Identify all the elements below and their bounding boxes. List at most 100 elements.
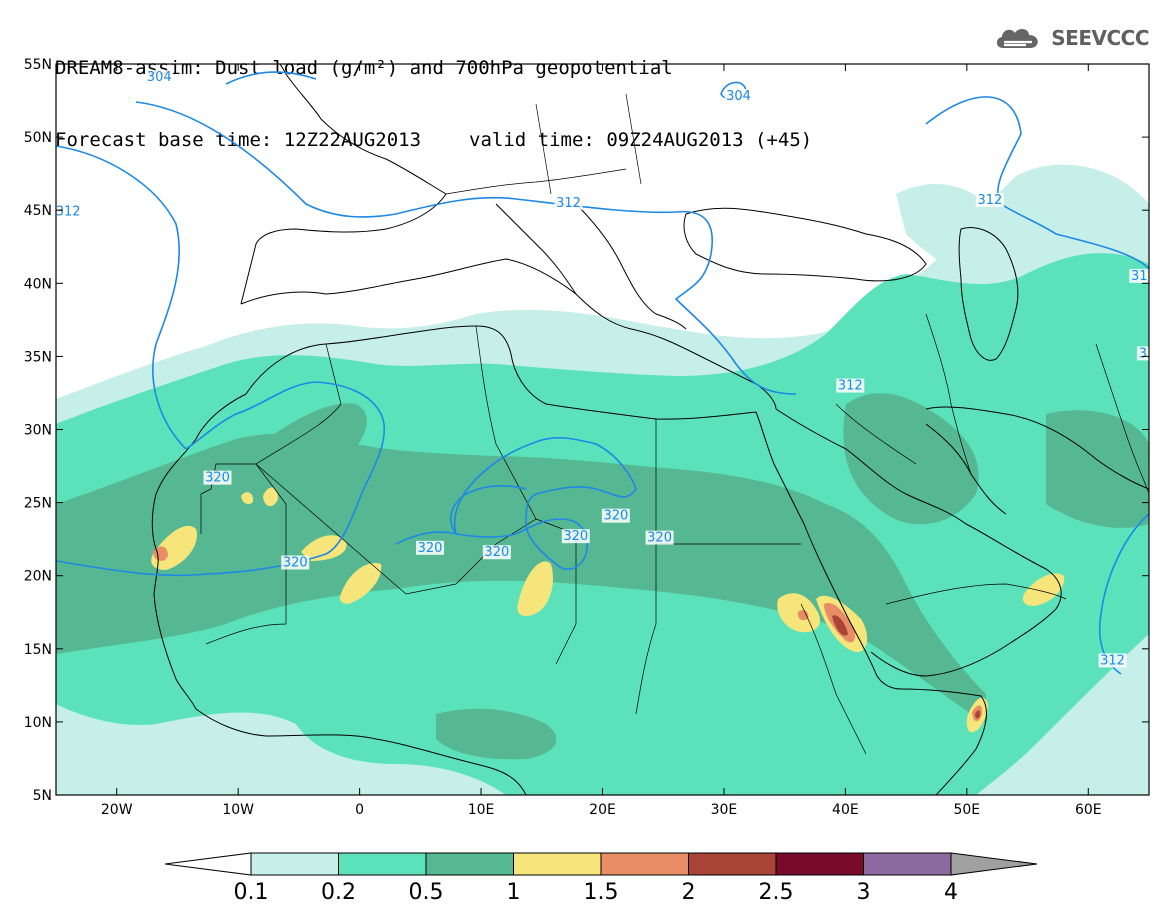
- border-europe-3: [625, 93, 642, 185]
- coast-france-uk: [279, 64, 447, 195]
- logo-text: SEEVCCC: [1051, 26, 1149, 50]
- contour-label-text: 320: [283, 555, 308, 570]
- coast-red-sea: [755, 411, 902, 690]
- lon-tick-label: 60E: [1075, 802, 1102, 818]
- lat-tick-label: 5N: [33, 788, 52, 804]
- dust-band-1-5-sudan: [797, 609, 809, 621]
- legend-label: 0.5: [409, 880, 444, 905]
- dust-band-0-5-sahel: [436, 708, 557, 760]
- border-saudi-iraq: [835, 403, 917, 465]
- country-borders: [200, 93, 1149, 755]
- contour-label-background: [645, 530, 674, 545]
- legend-color-box: [250, 852, 339, 876]
- border-europe-2: [535, 103, 552, 195]
- dust-band-1-mali: [301, 535, 347, 561]
- lat-tick-label: 20N: [24, 569, 52, 585]
- dust-band-1-algeria: [339, 563, 382, 604]
- forecast-time-row: Forecast base time: 12Z22AUG2013 valid t…: [55, 128, 812, 152]
- legend-lower-triangle: [164, 852, 252, 876]
- dust-band-0-5-north-africa: [246, 403, 367, 470]
- chart-title-block: DREAM8-assim: Dust load (g/m²) and 700hP…: [55, 8, 812, 176]
- contour-label-background: [1098, 653, 1127, 668]
- border-sudan-ethiopia: [800, 603, 867, 755]
- lat-tick-label: 25N: [24, 496, 52, 512]
- coast-caspian: [958, 227, 1019, 361]
- lon-tick-label: 30E: [711, 802, 738, 818]
- legend-color-box: [688, 852, 777, 876]
- contour-label-text: 304: [726, 89, 751, 104]
- legend-label: 0.2: [321, 880, 356, 905]
- dust-band-1-western-sahara: [241, 492, 254, 504]
- cloud-icon: [997, 29, 1039, 48]
- lon-tick-label: 20W: [101, 802, 133, 818]
- legend-color-box: [775, 852, 864, 876]
- dust-band-0-5: [56, 433, 986, 724]
- border-chad-sudan: [635, 544, 657, 715]
- legend-label: 2: [682, 880, 696, 905]
- lat-tick-label: 30N: [24, 423, 52, 439]
- forecast-base-time: Forecast base time: 12Z22AUG2013: [55, 129, 422, 151]
- legend-label: 2.5: [759, 880, 794, 905]
- legend-color-boxes: [164, 852, 1038, 876]
- dust-band-1-chad: [517, 561, 554, 616]
- valid-time: valid time: 09Z24AUG2013 (+45): [469, 129, 813, 151]
- coast-black-sea: [683, 207, 927, 282]
- legend-label: 0.1: [234, 880, 269, 905]
- contour-label-text: 312: [556, 196, 581, 211]
- dust-load-map: 304 304 312 312 312 312 312 31 3 320 320 320 320 320 3…: [24, 57, 1150, 818]
- contour-label: 320: [281, 555, 310, 570]
- border-europe-1: [445, 168, 627, 195]
- border-niger-chad: [535, 518, 577, 665]
- lat-tick-label: 50N: [24, 130, 52, 146]
- border-western-sahara: [200, 463, 256, 534]
- lat-tick-label: 45N: [24, 203, 52, 219]
- legend-upper-triangle: [950, 852, 1038, 876]
- dust-band-2-eritrea: [832, 615, 848, 636]
- contour-label: 312: [975, 192, 1004, 208]
- contour-label-background: [836, 378, 865, 393]
- contour-label-background: [1129, 268, 1150, 283]
- latitude-axis: 55N 50N 45N 40N 35N 30N 25N 20N 15N 10N 5N: [24, 57, 1149, 804]
- coast-europe-south: [240, 258, 777, 410]
- contour-label: 320: [561, 529, 590, 544]
- contour-label: 320: [416, 540, 445, 556]
- lat-tick-label: 10N: [24, 715, 52, 731]
- lon-tick-label: 50E: [953, 802, 980, 818]
- lon-tick-label: 0: [355, 802, 364, 818]
- dust-field: [56, 164, 1149, 795]
- lon-tick-label: 40E: [832, 802, 859, 818]
- contour-label-background: [554, 195, 583, 210]
- contour-label-text: 3: [1139, 346, 1147, 361]
- lon-tick-label: 20E: [589, 802, 616, 818]
- contour-label-text: 312: [1100, 653, 1125, 668]
- coast-italy: [495, 203, 577, 295]
- contour-label-text: 312: [56, 205, 81, 220]
- contour-label-background: [482, 545, 511, 560]
- dust-band-1-tindouf: [263, 487, 278, 507]
- contour-label-text: 320: [484, 545, 509, 560]
- border-algeria-libya: [475, 325, 537, 520]
- contour-label: 312: [54, 204, 83, 220]
- border-mauritania-mali: [205, 463, 287, 645]
- border-afghanistan: [1095, 343, 1149, 495]
- contour-label-text: 320: [205, 471, 230, 486]
- dust-band-0-5-persia: [1046, 410, 1149, 528]
- contour-labels: 304 304 312 312 312 312 312 31 3 320 320 320 320 320 3…: [54, 70, 1150, 668]
- lat-tick-label: 55N: [24, 57, 52, 73]
- contour-label: 312: [836, 378, 865, 394]
- contour-320-central: [395, 436, 637, 570]
- legend-label: 1: [507, 880, 521, 905]
- contour-312-europe: [135, 101, 797, 395]
- contour-label-text: 320: [418, 541, 443, 556]
- contour-312-west: [56, 145, 187, 450]
- contour-label: 312: [1098, 653, 1127, 668]
- coastlines: [151, 64, 1149, 795]
- map-panel: 304 304 312 312 312 312 312 31 3 320 320 320 320 320 3…: [24, 57, 1150, 818]
- border-morocco-algeria: [255, 343, 342, 465]
- contour-label-background: [724, 89, 753, 104]
- longitude-axis: 20W 10W 0 10E 20E 30E 40E 50E 60E: [101, 64, 1102, 818]
- dust-band-0-1-east: [896, 184, 1010, 284]
- contour-label: 304: [145, 70, 174, 85]
- contour-304-west: [225, 71, 317, 85]
- coast-balkans-greece: [575, 203, 687, 330]
